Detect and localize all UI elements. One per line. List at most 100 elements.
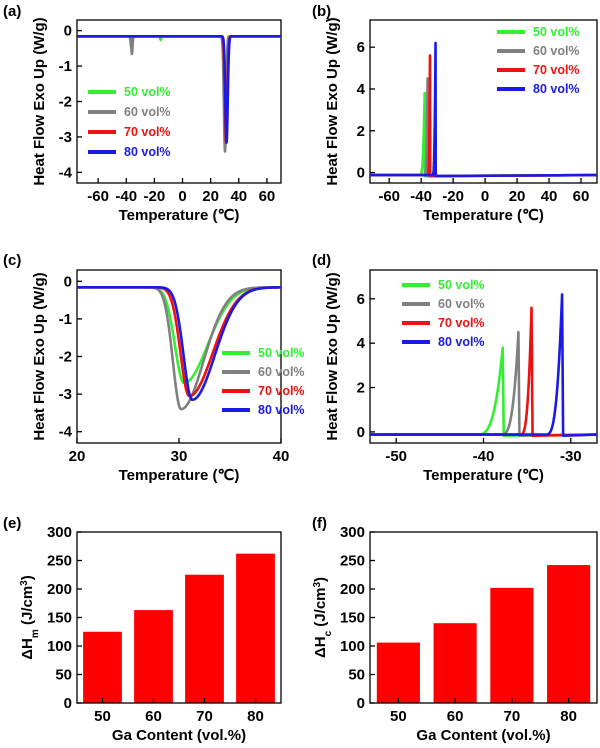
y-axis-label-part: 3: [19, 580, 30, 586]
bar-50: [83, 631, 122, 703]
y-tick-label: 2: [357, 380, 365, 397]
legend-label: 70 vol%: [258, 384, 305, 398]
x-axis-label: Temperature (℃): [423, 207, 544, 224]
y-tick-label: 6: [357, 39, 365, 56]
y-axis-label-part: (J/cm: [19, 586, 36, 629]
y-tick-label: 0: [357, 424, 365, 441]
y-axis-label: Heat Flow Exo Up (W/g): [31, 272, 48, 440]
panel-label: (f): [312, 515, 327, 532]
y-tick-label: -1: [59, 311, 72, 328]
y-tick-label: 100: [340, 638, 365, 655]
y-axis-label: ΔHc (J/cm3): [312, 577, 334, 658]
y-tick-label: 200: [47, 581, 72, 598]
y-tick-label: 250: [47, 553, 72, 570]
x-tick-label: 30: [171, 448, 188, 465]
y-tick-label: 50: [348, 667, 365, 684]
y-tick-label: 0: [357, 695, 365, 712]
y-tick-label: 0: [357, 165, 365, 182]
legend-label: 80 vol%: [258, 403, 305, 417]
series-line-80-vol-: [77, 286, 281, 402]
plot-frame: [369, 19, 598, 184]
bar-50: [376, 642, 420, 703]
x-tick-label: -40: [473, 448, 495, 465]
legend-label: 50 vol%: [258, 346, 305, 360]
y-axis-label: ΔHm (J/cm3): [19, 575, 41, 659]
x-tick-label: 60: [573, 188, 590, 205]
y-tick-label: -1: [59, 58, 72, 75]
y-axis-label: Heat Flow Exo Up (W/g): [324, 272, 341, 440]
panel-label: (b): [312, 3, 331, 20]
y-tick-label: 250: [340, 553, 365, 570]
y-axis-label-part: (J/cm: [312, 588, 329, 631]
y-tick-label: 300: [340, 524, 365, 541]
legend-label: 80 vol%: [533, 82, 580, 96]
x-tick-label: -30: [560, 448, 582, 465]
x-tick-label: -20: [442, 188, 464, 205]
x-tick-label: 60: [259, 188, 276, 205]
y-axis-label-part: c: [323, 630, 334, 636]
x-tick-label: 40: [541, 188, 558, 205]
legend-label: 70 vol%: [124, 125, 171, 139]
y-tick-label: 4: [357, 81, 366, 98]
x-tick-label: -60: [87, 188, 109, 205]
legend-label: 60 vol%: [258, 365, 305, 379]
y-tick-label: 150: [47, 610, 72, 627]
bar-60: [134, 610, 173, 703]
series-line-70-vol-: [77, 35, 281, 144]
x-tick-label: 0: [178, 188, 186, 205]
y-tick-label: 6: [357, 291, 365, 308]
series-line-70-vol-: [77, 286, 281, 398]
y-tick-label: 300: [47, 524, 72, 541]
legend-label: 70 vol%: [438, 316, 485, 330]
bar-80: [547, 565, 591, 703]
y-tick-label: 2: [357, 123, 365, 140]
x-tick-label: 50: [94, 708, 111, 725]
series-line-80-vol-: [370, 293, 597, 437]
x-tick-label: 80: [247, 708, 264, 725]
legend-label: 60 vol%: [124, 105, 171, 119]
x-tick-label: 40: [230, 188, 247, 205]
legend-label: 50 vol%: [533, 25, 580, 39]
legend-label: 80 vol%: [124, 145, 171, 159]
panel-label: (a): [3, 3, 21, 20]
series-group: [370, 293, 597, 437]
legend-label: 60 vol%: [533, 44, 580, 58]
x-tick-label: 0: [481, 188, 489, 205]
panel-label: (d): [312, 252, 331, 269]
x-axis-label: Temperature (℃): [423, 467, 544, 484]
series-line-50-vol-: [370, 91, 597, 178]
x-tick-label: 50: [390, 708, 407, 725]
bar-70: [185, 574, 224, 703]
y-tick-label: -4: [59, 424, 73, 441]
y-axis-label: Heat Flow Exo Up (W/g): [324, 17, 341, 185]
x-tick-label: 80: [560, 708, 577, 725]
y-tick-label: 200: [340, 581, 365, 598]
legend-label: 50 vol%: [438, 278, 485, 292]
x-tick-label: 20: [202, 188, 219, 205]
y-axis-label-part: 3: [312, 582, 323, 588]
x-tick-label: 20: [509, 188, 526, 205]
x-axis-label: Temperature (℃): [119, 207, 240, 224]
legend-label: 70 vol%: [533, 63, 580, 77]
series-line-80-vol-: [77, 35, 281, 144]
legend-label: 60 vol%: [438, 297, 485, 311]
y-tick-label: 0: [64, 273, 72, 290]
series-group: [77, 35, 281, 153]
panel-b: 0 2 4 6 -60 -40 -20 0 20 40 60 (b) 50 vol% 60 vol% 70 …: [312, 3, 598, 224]
y-axis-label-part: ΔH: [312, 636, 329, 658]
x-axis-label: Ga Content (vol.%): [416, 727, 550, 744]
x-tick-label: 20: [69, 448, 86, 465]
x-tick-label: 70: [196, 708, 213, 725]
y-axis-label-part: ΔH: [19, 638, 36, 660]
y-tick-label: 50: [55, 667, 72, 684]
y-tick-label: 150: [340, 610, 365, 627]
panel-c: 0 -1 -2 -3 -4 20 30 40 (c) 50 vol% 60 vol% 70 vol% 8…: [3, 252, 305, 484]
x-tick-label: 60: [447, 708, 464, 725]
y-tick-label: -4: [59, 164, 73, 181]
x-tick-label: -40: [115, 188, 137, 205]
y-axis-label-part: ): [312, 577, 329, 582]
y-tick-label: 4: [357, 335, 366, 352]
y-tick-label: -2: [59, 94, 72, 111]
plot-frame: [76, 269, 282, 444]
